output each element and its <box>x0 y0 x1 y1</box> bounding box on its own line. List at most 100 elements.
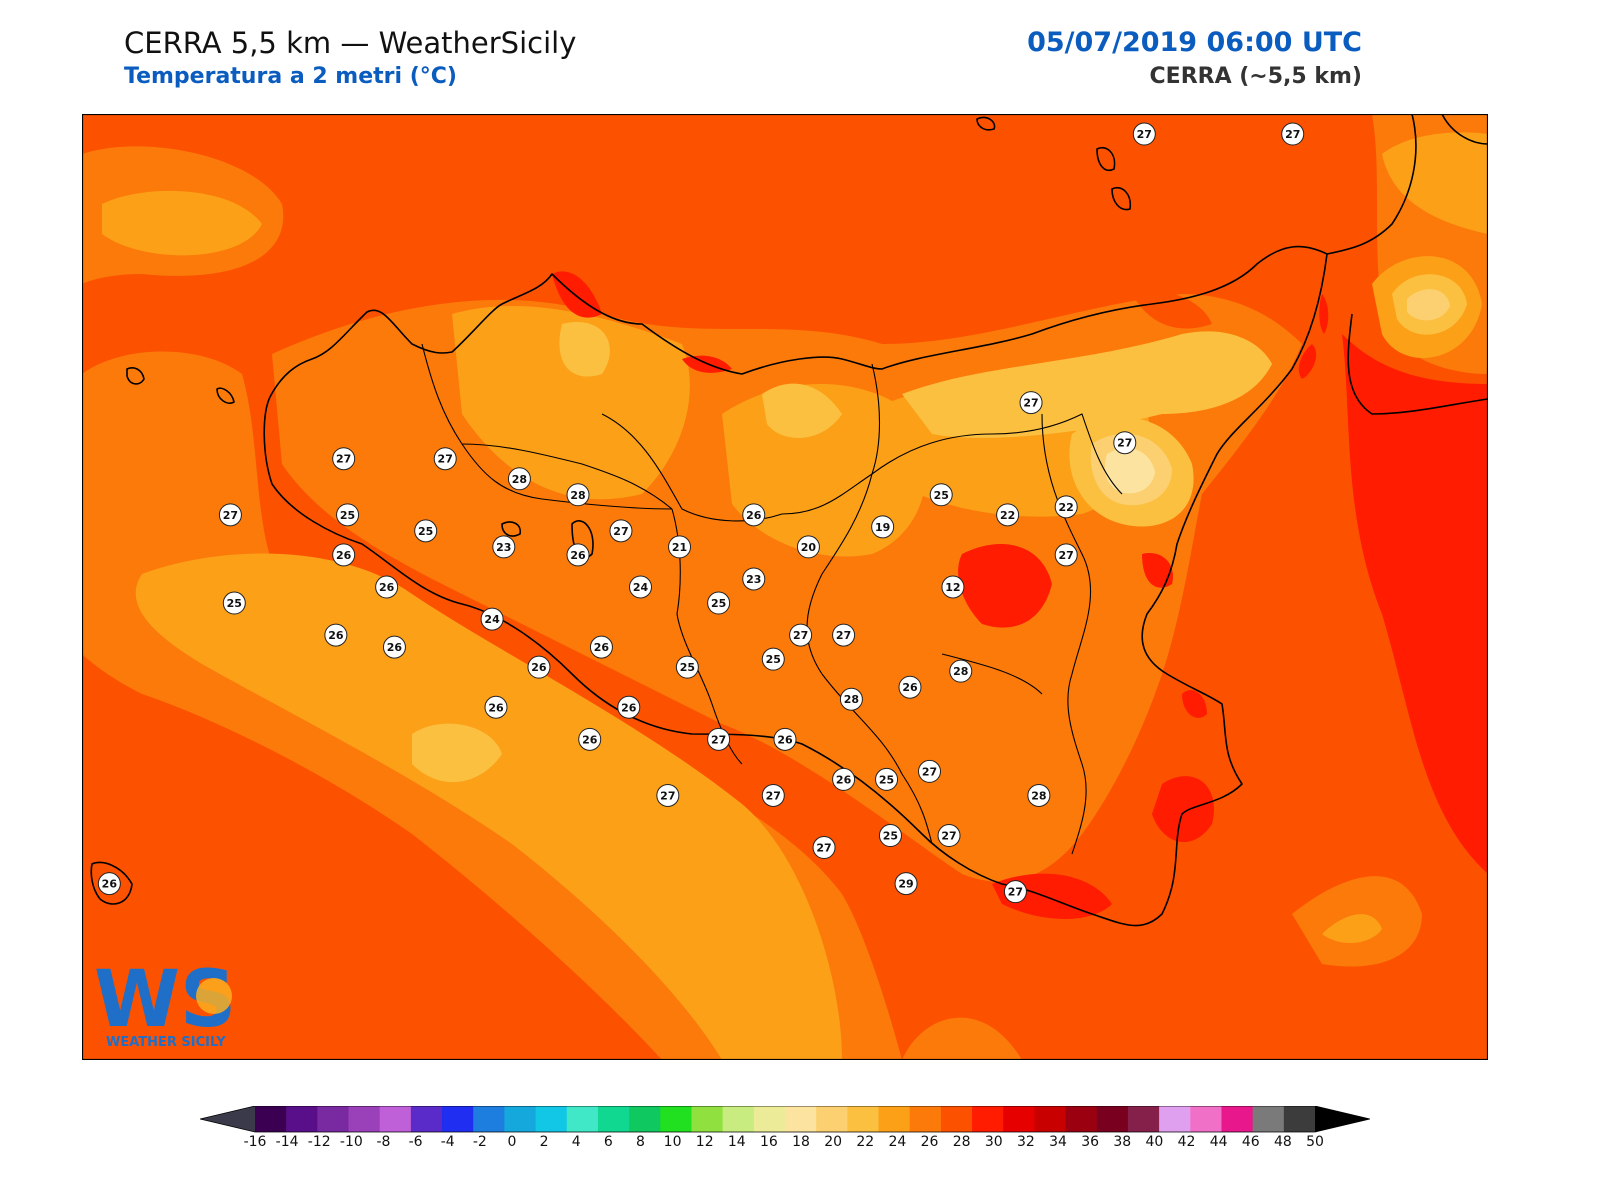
colorbar-ticks: -16 -14 -12 -10 -8 -6 -4 -2 0 2 4 6 8 10 12 14 16 18 20 22 2… <box>244 1134 1324 1146</box>
colorbar-tick-label: -10 <box>340 1134 363 1146</box>
station-dot <box>875 767 899 791</box>
station-marker: 26 <box>773 727 797 751</box>
station-value: 27 <box>223 509 238 522</box>
station-value: 27 <box>1008 886 1023 899</box>
station-value: 24 <box>484 613 500 626</box>
station-marker: 27 <box>761 783 785 807</box>
station-value: 21 <box>672 541 687 554</box>
station-dot <box>382 635 406 659</box>
station-dot <box>761 783 785 807</box>
colorbar-cell <box>1096 1106 1129 1132</box>
colorbar-cell <box>847 1106 880 1132</box>
station-dot <box>222 591 246 615</box>
station-value: 27 <box>836 629 851 642</box>
station-marker: 25 <box>414 519 438 543</box>
station-dot <box>375 575 399 599</box>
colorbar-tick-label: 0 <box>508 1134 517 1146</box>
station-dot <box>761 647 785 671</box>
colorbar-tick-label: 32 <box>1017 1134 1035 1146</box>
station-value: 28 <box>512 473 527 486</box>
station-dot <box>566 483 590 507</box>
station-value: 26 <box>570 549 586 562</box>
station-value: 29 <box>898 878 913 891</box>
station-value: 26 <box>777 733 793 746</box>
station-marker: 26 <box>742 503 766 527</box>
station-dot <box>1003 880 1027 904</box>
station-marker: 27 <box>1113 431 1137 455</box>
station-dot <box>1054 495 1078 519</box>
temperature-colorbar: -16 -14 -12 -10 -8 -6 -4 -2 0 2 4 6 8 10 12 14 16 18 20 22 2… <box>200 1106 1370 1146</box>
station-marker: 26 <box>617 695 641 719</box>
station-marker: 25 <box>875 767 899 791</box>
station-value: 28 <box>844 693 859 706</box>
station-marker: 29 <box>894 872 918 896</box>
station-dot <box>414 519 438 543</box>
logo-caption: WEATHER SICILY <box>106 1035 226 1050</box>
station-marker: 27 <box>218 503 242 527</box>
station-dot <box>898 675 922 699</box>
station-value: 27 <box>1117 437 1132 450</box>
station-value: 27 <box>793 629 808 642</box>
colorbar-cell <box>972 1106 1004 1132</box>
colorbar-tick-label: 8 <box>636 1134 645 1146</box>
station-value: 26 <box>488 701 504 714</box>
station-marker: 12 <box>941 575 965 599</box>
station-marker: 26 <box>375 575 399 599</box>
station-dot <box>433 447 457 471</box>
colorbar-cell <box>722 1106 755 1132</box>
station-dot <box>332 447 356 471</box>
map-subtitle: Temperatura a 2 metri (°C) <box>124 64 457 89</box>
station-dot <box>589 635 613 659</box>
station-dot <box>628 575 652 599</box>
colorbar-cell <box>410 1106 443 1132</box>
station-marker: 26 <box>97 872 121 896</box>
station-marker: 27 <box>812 836 836 860</box>
station-marker: 19 <box>871 515 895 539</box>
colorbar-cell <box>566 1106 599 1132</box>
station-dot <box>941 575 965 599</box>
station-dot <box>832 767 856 791</box>
station-value: 26 <box>531 661 547 674</box>
colorbar-cell <box>1221 1106 1254 1132</box>
colorbar-cell <box>597 1106 630 1132</box>
colorbar-over-arrow <box>1315 1106 1370 1132</box>
station-marker: 27 <box>918 759 942 783</box>
station-marker: 23 <box>492 535 516 559</box>
colorbar-tick-label: 28 <box>953 1134 971 1146</box>
station-dot <box>949 659 973 683</box>
station-dot <box>812 836 836 860</box>
station-value: 26 <box>379 581 395 594</box>
station-dot <box>1113 431 1137 455</box>
station-dot <box>871 515 895 539</box>
station-value: 19 <box>875 521 890 534</box>
station-dot <box>507 467 531 491</box>
station-marker: 25 <box>878 824 902 848</box>
station-marker: 27 <box>937 824 961 848</box>
colorbar-cell <box>286 1106 318 1132</box>
station-dot <box>1027 783 1051 807</box>
station-dot <box>796 535 820 559</box>
station-marker: 25 <box>222 591 246 615</box>
station-value: 26 <box>102 878 118 891</box>
station-value: 28 <box>1031 789 1046 802</box>
station-marker: 26 <box>566 543 590 567</box>
station-dot <box>937 824 961 848</box>
station-marker: 28 <box>1027 783 1051 807</box>
station-marker: 26 <box>898 675 922 699</box>
colorbar-cell <box>317 1106 350 1132</box>
colorbar-tick-label: -2 <box>473 1134 487 1146</box>
station-value: 27 <box>660 789 675 802</box>
colorbar-tick-label: 14 <box>728 1134 746 1146</box>
station-value: 25 <box>227 597 242 610</box>
station-marker: 25 <box>761 647 785 671</box>
colorbar-cells <box>200 1106 1370 1133</box>
station-dot <box>492 535 516 559</box>
station-value: 27 <box>711 733 726 746</box>
station-value: 23 <box>496 541 511 554</box>
colorbar-cell <box>473 1106 505 1132</box>
colorbar-tick-label: 6 <box>604 1134 613 1146</box>
station-marker: 27 <box>1281 122 1305 146</box>
colorbar-cell <box>629 1106 661 1132</box>
station-dot <box>878 824 902 848</box>
station-value: 26 <box>594 641 610 654</box>
